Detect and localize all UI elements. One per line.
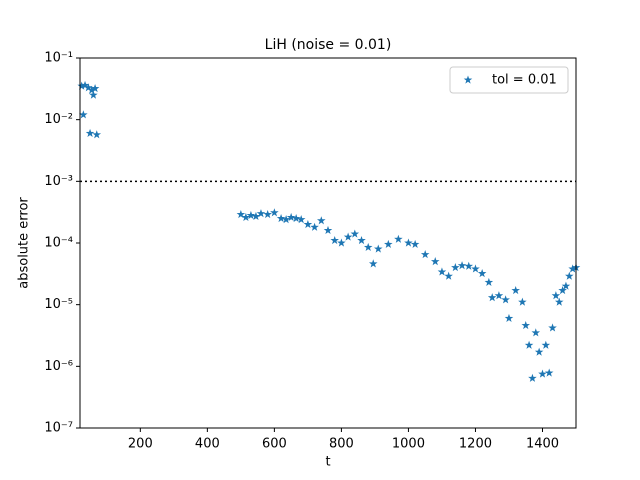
point	[276, 213, 286, 223]
point	[256, 209, 266, 218]
point	[87, 85, 97, 94]
plot-frame	[79, 57, 577, 429]
x-axis-label: t	[325, 455, 330, 470]
x-tick-label: 200	[128, 437, 153, 452]
legend-marker	[463, 75, 473, 84]
legend-box	[449, 66, 569, 94]
point	[544, 368, 554, 377]
point	[457, 261, 467, 270]
x-tick-label: 1200	[459, 437, 492, 452]
point	[286, 212, 296, 222]
point	[85, 128, 95, 137]
point	[494, 291, 504, 300]
y-tick-label: 10⁻⁶	[44, 359, 73, 374]
x-tick-label: 1400	[526, 437, 559, 452]
point	[323, 225, 333, 235]
legend-label: tol = 0.01	[492, 73, 557, 88]
point	[451, 263, 460, 272]
point	[487, 293, 497, 302]
chart-title: LiH (noise = 0.01)	[265, 37, 392, 53]
point	[84, 83, 93, 92]
point	[236, 209, 246, 219]
point	[281, 215, 291, 224]
point	[410, 239, 420, 249]
point	[241, 212, 251, 222]
point	[437, 267, 447, 276]
point	[350, 229, 360, 238]
point	[531, 328, 541, 337]
point	[521, 320, 531, 330]
point	[501, 295, 510, 304]
point	[373, 244, 383, 253]
y-tick-label: 10⁻⁵	[44, 297, 73, 312]
point	[363, 242, 373, 251]
point	[471, 264, 480, 273]
point	[90, 84, 100, 93]
point	[558, 285, 567, 295]
y-tick-label: 10⁻³	[44, 174, 73, 189]
point	[464, 261, 474, 270]
point	[291, 213, 301, 223]
point	[548, 323, 557, 332]
point	[554, 297, 564, 306]
y-axis-label: absolute error	[17, 197, 32, 289]
point	[477, 269, 487, 278]
x-tick-label: 1000	[392, 437, 425, 452]
point	[541, 340, 551, 349]
point	[310, 222, 319, 231]
point	[263, 209, 272, 219]
x-tick-label: 600	[262, 437, 287, 452]
point	[561, 281, 571, 290]
point	[337, 238, 346, 247]
point	[394, 234, 403, 243]
point	[303, 219, 313, 229]
point	[538, 369, 547, 378]
point	[404, 238, 413, 247]
point	[77, 81, 86, 90]
point	[528, 373, 537, 382]
point	[534, 347, 544, 356]
y-tick-label: 10⁻¹	[44, 51, 73, 66]
point	[246, 210, 256, 220]
point	[330, 235, 339, 245]
point	[444, 271, 453, 280]
point	[343, 232, 353, 241]
point	[524, 340, 534, 349]
point	[296, 215, 306, 224]
point	[551, 291, 561, 300]
point	[357, 235, 366, 245]
y-tick-label: 10⁻⁴	[44, 236, 73, 251]
point	[504, 313, 514, 322]
point	[79, 110, 88, 119]
point	[384, 239, 393, 249]
point	[518, 297, 527, 306]
x-tick-label: 400	[195, 437, 220, 452]
y-tick-label: 10⁻⁷	[44, 421, 73, 436]
point	[92, 130, 102, 139]
x-tick-label: 800	[329, 437, 354, 452]
point	[420, 250, 430, 259]
point	[89, 90, 98, 99]
point	[251, 211, 261, 221]
point	[565, 271, 574, 280]
point	[317, 216, 326, 225]
y-tick-label: 10⁻²	[44, 112, 73, 127]
point	[511, 285, 520, 295]
point	[484, 277, 494, 286]
point	[368, 259, 378, 268]
point	[568, 264, 577, 273]
point	[270, 208, 279, 217]
point	[80, 80, 90, 89]
point	[430, 257, 440, 266]
